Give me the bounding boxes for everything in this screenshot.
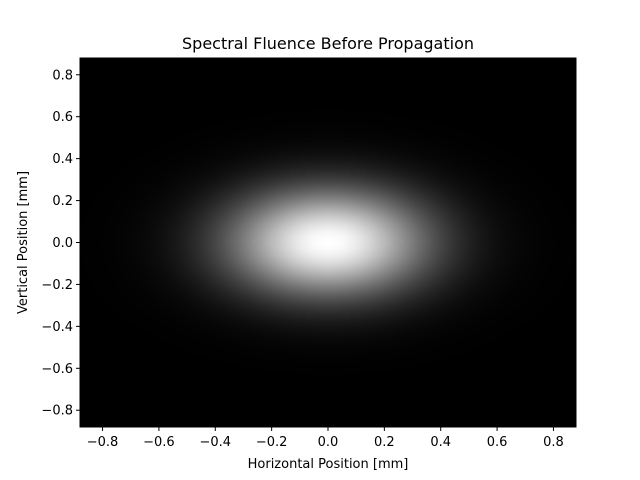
- y-tick-label: −0.2: [41, 278, 73, 293]
- y-tick-label: 0.0: [52, 236, 73, 251]
- x-tick-label: 0.4: [430, 435, 451, 450]
- x-tick-label: −0.4: [199, 435, 231, 450]
- y-tick-label: −0.6: [41, 362, 73, 377]
- y-tick-label: 0.4: [52, 152, 73, 167]
- x-tick-label: −0.8: [87, 435, 119, 450]
- heatmap-image: [80, 58, 576, 427]
- x-tick-label: −0.6: [143, 435, 175, 450]
- y-tick-label: 0.8: [52, 68, 73, 83]
- y-axis: −0.8 −0.6 −0.4 −0.2 0.0 0.2 0.4 0.6 0.8: [41, 68, 80, 419]
- y-tick-label: −0.4: [41, 320, 73, 335]
- x-tick-label: 0.6: [487, 435, 508, 450]
- y-tick-label: 0.6: [52, 110, 73, 125]
- x-tick-label: −0.2: [256, 435, 288, 450]
- x-tick-label: 0.0: [318, 435, 339, 450]
- x-axis-label: Horizontal Position [mm]: [248, 457, 409, 472]
- y-tick-label: 0.2: [52, 194, 73, 209]
- x-tick-label: 0.8: [543, 435, 564, 450]
- y-tick-label: −0.8: [41, 404, 73, 419]
- x-tick-label: 0.2: [374, 435, 395, 450]
- x-axis: −0.8 −0.6 −0.4 −0.2 0.0 0.2 0.4 0.6 0.8: [87, 427, 564, 450]
- chart-title: Spectral Fluence Before Propagation: [182, 34, 474, 53]
- y-axis-label: Vertical Position [mm]: [16, 171, 31, 314]
